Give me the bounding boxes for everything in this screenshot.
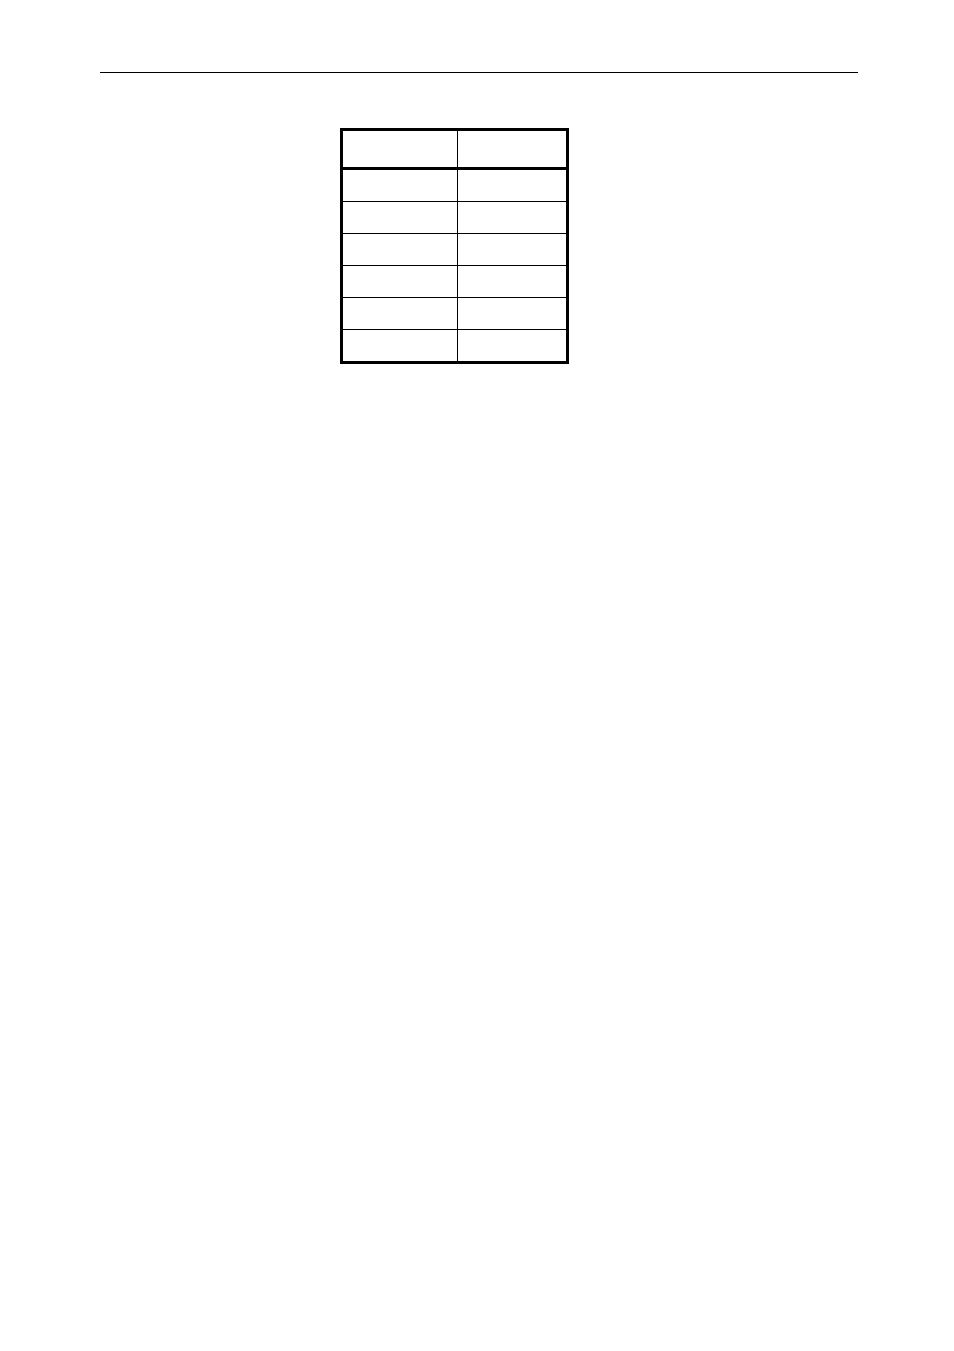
table-cell: [342, 234, 458, 266]
table-header-row: [342, 130, 568, 169]
table-cell: [458, 298, 568, 330]
table-cell: [458, 266, 568, 298]
table-cell: [458, 202, 568, 234]
table-cell: [342, 202, 458, 234]
table-row: [342, 169, 568, 202]
header-rule: [100, 72, 858, 73]
data-table: [340, 128, 569, 364]
table-row: [342, 330, 568, 363]
table-row: [342, 298, 568, 330]
table-header-cell: [342, 130, 458, 169]
table-row: [342, 266, 568, 298]
table-cell: [342, 330, 458, 363]
table-cell: [458, 330, 568, 363]
table-cell: [342, 266, 458, 298]
table-cell: [342, 298, 458, 330]
page: [0, 0, 954, 1351]
table-cell: [342, 169, 458, 202]
table-header-cell: [458, 130, 568, 169]
table-row: [342, 234, 568, 266]
table-row: [342, 202, 568, 234]
table-cell: [458, 169, 568, 202]
table-cell: [458, 234, 568, 266]
data-table-container: [340, 128, 569, 364]
